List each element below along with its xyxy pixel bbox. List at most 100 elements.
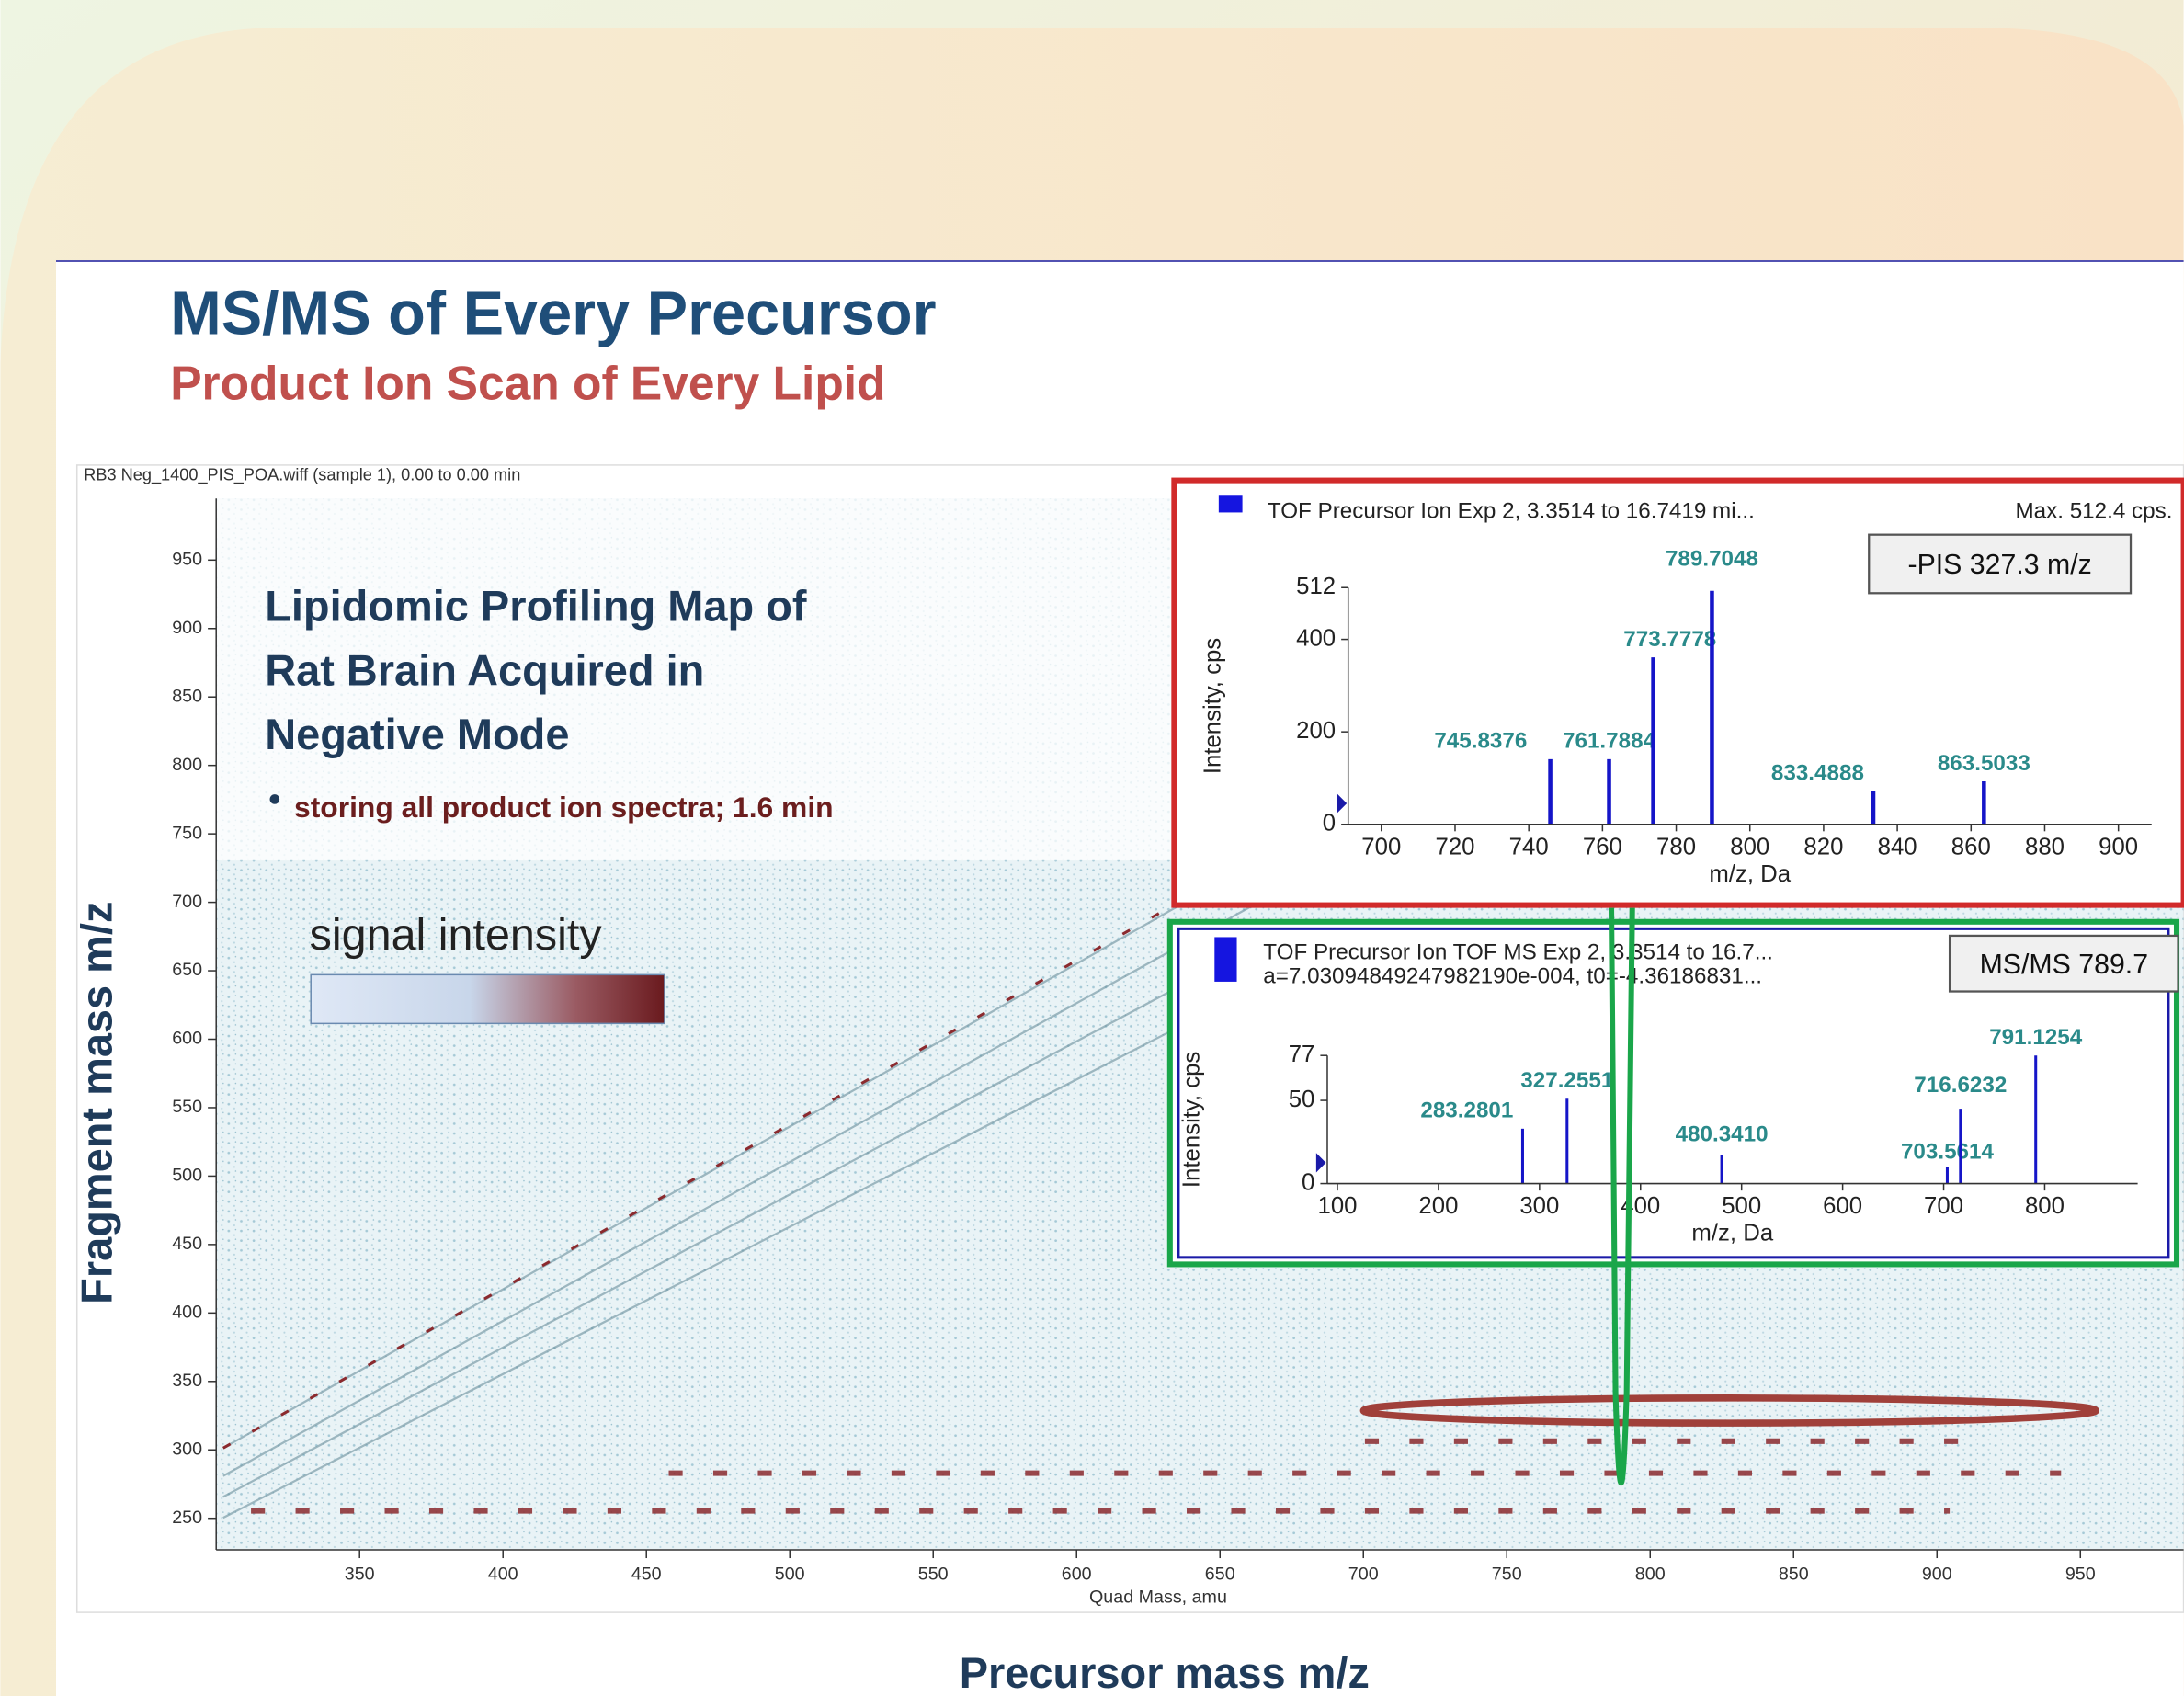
peak-label: 833.4888 [1771, 760, 1864, 785]
y-tick-label: 950 [172, 550, 202, 570]
y-tick-label: 400 [172, 1303, 202, 1323]
y-axis-label: Intensity, cps [1200, 638, 1225, 774]
x-tick-label: 500 [775, 1564, 805, 1584]
charts: RB3 Neg_1400_PIS_POA.wiff (sample 1), 0.… [84, 466, 2184, 1608]
x-tick-label: 700 [1361, 834, 1401, 859]
y-tick-label: 77 [1289, 1042, 1315, 1067]
heading-line: Lipidomic Profiling Map of [265, 582, 818, 631]
peak-label: 773.7778 [1623, 627, 1716, 652]
x-tick-label: 200 [1418, 1193, 1458, 1219]
badge-label: MS/MS 789.7 [1980, 950, 2148, 980]
legend-swatch [1218, 495, 1243, 513]
x-tick-label: 720 [1436, 834, 1475, 859]
peak-label: 480.3410 [1676, 1122, 1769, 1147]
peak-label: 791.1254 [1989, 1025, 2083, 1050]
x-tick-label: 100 [1318, 1193, 1358, 1219]
y-axis-title: Fragment mass m/z [73, 902, 121, 1304]
x-tick-label: 700 [1924, 1193, 1963, 1219]
color-bar [310, 973, 665, 1025]
highlight-ellipse [1359, 1394, 2099, 1427]
badge-box [1948, 934, 2179, 993]
origin-marker [1315, 1153, 1326, 1173]
x-tick-label: 800 [2025, 1193, 2065, 1219]
x-tick-label: 650 [1205, 1564, 1235, 1584]
x-tick-label: 550 [918, 1564, 949, 1584]
y-tick-label: 0 [1302, 1169, 1314, 1195]
x-tick-label: 900 [1922, 1564, 1952, 1584]
legend-label: signal intensity [310, 910, 603, 960]
x-tick-label: 780 [1656, 834, 1696, 859]
slide-subtitle: Product Ion Scan of Every Lipid [170, 357, 885, 410]
x-axis-label: Quad Mass, amu [1089, 1588, 1227, 1608]
x-tick-label: 850 [1779, 1564, 1809, 1584]
x-tick-label: 500 [1722, 1193, 1761, 1219]
x-tick-label: 900 [2099, 834, 2138, 859]
peak-label: 863.5033 [1938, 751, 2030, 776]
diagonal-bands [222, 862, 1255, 1520]
bullet-text: storing all product ion spectra; 1.6 min [294, 791, 834, 824]
y-tick-label: 800 [172, 755, 202, 775]
y-tick-label: 600 [172, 1029, 202, 1049]
x-tick-label: 700 [1348, 1564, 1379, 1584]
y-tick-label: 350 [172, 1371, 202, 1391]
inset-title: TOF Precursor Ion Exp 2, 3.3514 to 16.74… [1268, 498, 1755, 523]
map-header: RB3 Neg_1400_PIS_POA.wiff (sample 1), 0.… [84, 466, 520, 485]
horizontal-hot [251, 1438, 2062, 1514]
x-tick-label: 350 [345, 1564, 375, 1584]
x-tick-label: 740 [1509, 834, 1549, 859]
inset-subtitle: a=7.03094849247982190e-004, t0=-4.361868… [1263, 963, 1762, 988]
badge-box [1868, 533, 2133, 595]
x-axis-label: m/z, Da [1709, 861, 1791, 887]
max-label: Max. 512.4 cps. [2015, 498, 2172, 523]
peak-label: 716.6232 [1914, 1073, 2007, 1098]
x-axis-title: Precursor mass m/z [960, 1648, 1370, 1696]
legend-swatch [1214, 937, 1237, 982]
x-tick-label: 600 [1823, 1193, 1862, 1219]
x-tick-label: 450 [631, 1564, 662, 1584]
y-tick-label: 400 [1296, 625, 1336, 651]
y-tick-label: 50 [1289, 1087, 1315, 1112]
x-tick-label: 600 [1062, 1564, 1092, 1584]
y-tick-label: 200 [1296, 718, 1336, 744]
heading-line: Negative Mode [265, 710, 569, 758]
x-tick-label: 750 [1492, 1564, 1522, 1584]
x-tick-label: 950 [2065, 1564, 2096, 1584]
y-tick-label: 512 [1296, 574, 1336, 599]
y-tick-label: 0 [1323, 811, 1336, 837]
x-tick-label: 800 [1635, 1564, 1666, 1584]
map-heading: Lipidomic Profiling Map of Rat Brain Acq… [265, 582, 818, 758]
y-tick-label: 750 [172, 823, 202, 843]
x-tick-label: 840 [1878, 834, 1917, 859]
inset-title: TOF Precursor Ion TOF MS Exp 2, 3.3514 t… [1263, 940, 1773, 965]
x-axis-label: m/z, Da [1691, 1221, 1773, 1246]
inset-inner-border [1177, 927, 2170, 1259]
y-tick-label: 500 [172, 1166, 202, 1186]
peak-label: 789.7048 [1666, 546, 1758, 571]
x-tick-label: 880 [2025, 834, 2065, 859]
y-tick-label: 900 [172, 618, 202, 638]
peak-label: 283.2801 [1420, 1098, 1513, 1123]
peak-label: 745.8376 [1434, 729, 1527, 754]
badge-label: -PIS 327.3 m/z [1907, 550, 2091, 580]
funnel [1608, 907, 1635, 1485]
y-tick-label: 850 [172, 686, 202, 706]
heading-line: Rat Brain Acquired in [265, 645, 716, 694]
y-tick-label: 700 [172, 892, 202, 912]
y-tick-label: 300 [172, 1439, 202, 1459]
y-tick-label: 650 [172, 960, 202, 980]
origin-marker [1337, 793, 1348, 814]
y-tick-label: 550 [172, 1097, 202, 1117]
peak-label: 761.7884 [1563, 729, 1656, 754]
x-tick-label: 300 [1519, 1193, 1559, 1219]
y-tick-label: 250 [172, 1508, 202, 1528]
y-tick-label: 450 [172, 1234, 202, 1254]
x-tick-label: 860 [1951, 834, 1991, 859]
peak-label: 327.2551 [1520, 1068, 1613, 1093]
x-tick-label: 820 [1803, 834, 1843, 859]
x-tick-label: 760 [1583, 834, 1622, 859]
y-axis-label: Intensity, cps [1179, 1052, 1205, 1188]
peak-label: 703.5614 [1901, 1139, 1995, 1164]
slide-title: MS/MS of Every Precursor [170, 280, 936, 348]
